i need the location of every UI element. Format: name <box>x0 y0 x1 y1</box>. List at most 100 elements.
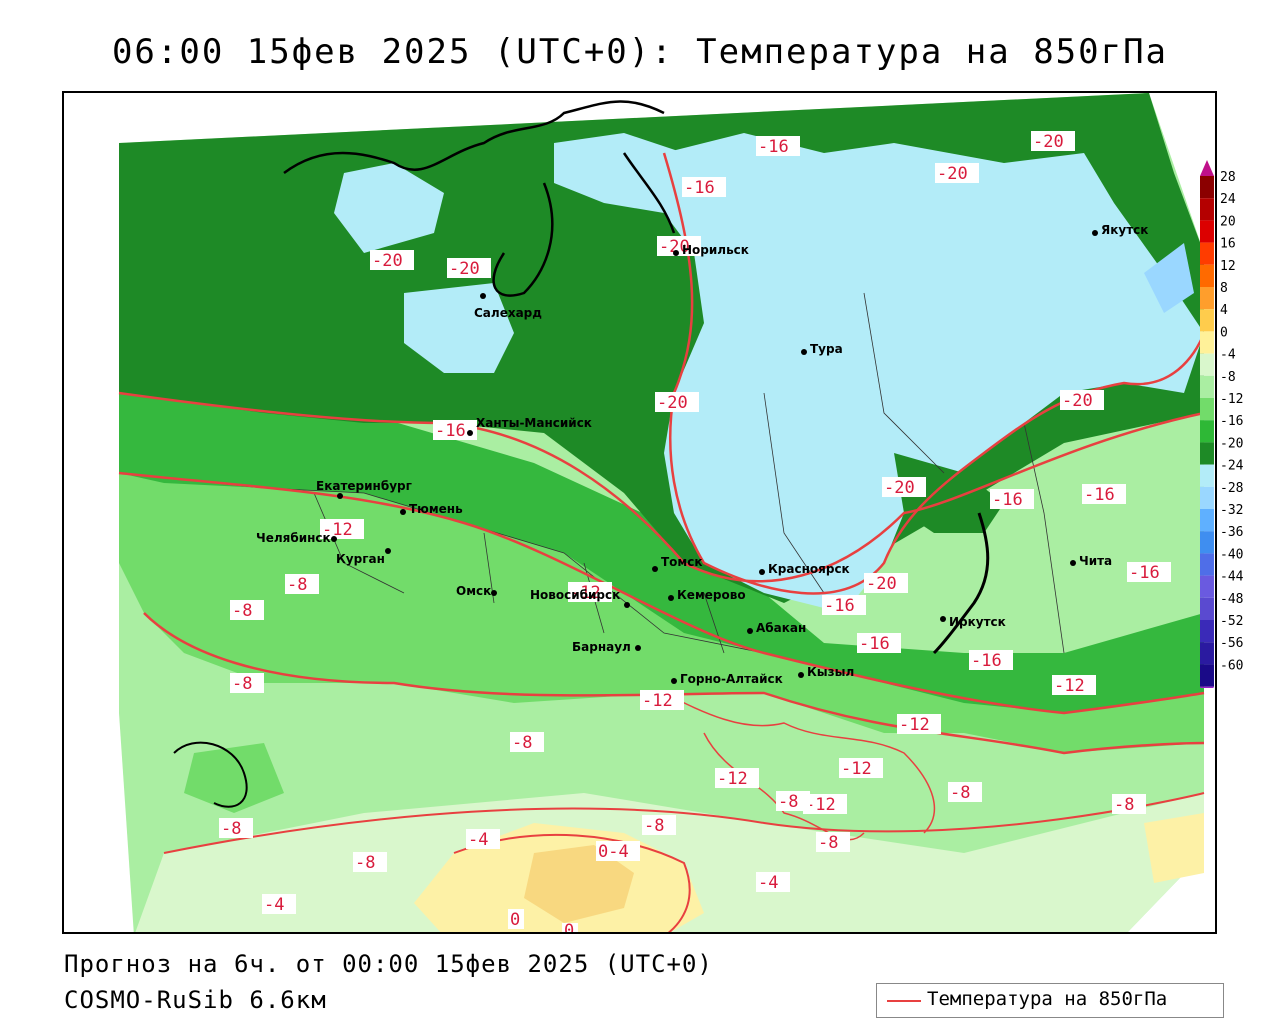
isotherm-label: -20 <box>864 573 908 594</box>
city-tura[interactable]: Тура <box>801 342 843 356</box>
scale-swatch <box>1200 353 1214 376</box>
scale-top-arrow <box>1200 160 1214 176</box>
band-minus20-minus24-main <box>664 133 1204 613</box>
city-khanty-mansiysk[interactable]: Ханты-Мансийск <box>467 416 592 436</box>
city-barnaul[interactable]: Барнаул <box>572 640 641 654</box>
city-novosibirsk[interactable]: Новосибирск <box>530 588 630 608</box>
svg-text:-16: -16 <box>824 596 855 616</box>
scale-tick-label: 8 <box>1220 281 1228 296</box>
isotherm-label: -16 <box>1082 484 1126 505</box>
svg-text:-12: -12 <box>841 759 872 779</box>
city-tomsk[interactable]: Томск <box>652 555 703 572</box>
scale-swatch <box>1200 420 1214 443</box>
scale-swatch <box>1200 242 1214 265</box>
legend-line-swatch <box>887 1000 921 1002</box>
svg-text:-8: -8 <box>644 816 664 836</box>
legend-label: Температура на 850гПа <box>927 988 1168 1010</box>
svg-text:-4: -4 <box>468 830 488 850</box>
city-chelyabinsk[interactable]: Челябинск <box>256 531 337 545</box>
city-chita[interactable]: Чита <box>1070 554 1112 568</box>
scale-tick-label: -4 <box>1220 348 1236 363</box>
scale-tick-label: 0 <box>1220 325 1228 340</box>
svg-text:Тюмень: Тюмень <box>409 502 463 516</box>
coastline <box>283 100 676 297</box>
isotherm-0 <box>453 833 691 932</box>
city-abakan[interactable]: Абакан <box>747 621 806 635</box>
svg-text:-12: -12 <box>899 715 930 735</box>
svg-text:-16: -16 <box>684 178 715 198</box>
city-krasnoyarsk[interactable]: Красноярск <box>759 562 850 576</box>
isotherm-minus8 <box>143 612 1205 755</box>
scale-swatch <box>1200 442 1214 465</box>
isotherm-label: -20 <box>447 258 491 279</box>
isotherm-label: -20 <box>655 392 699 413</box>
isotherm-label: 0 <box>562 921 578 932</box>
scale-tick-label: -36 <box>1220 525 1243 540</box>
svg-text:-8: -8 <box>950 783 970 803</box>
svg-text:-12: -12 <box>642 691 673 711</box>
isotherm-label: -16 <box>756 136 800 157</box>
isotherm-minus16-north <box>118 391 1205 583</box>
color-scale-bar: 28 24 20 16 12 8 4 0 -4 -8 -12 -16 -20 -24 -28 -32 -36 -4… <box>1200 160 1244 703</box>
svg-text:Иркутск: Иркутск <box>949 615 1006 629</box>
city-markers: Якутск Норильск Салехард Тура Ханты-Манс… <box>256 223 1148 686</box>
scale-swatch <box>1200 198 1214 221</box>
scale-tick-label: 28 <box>1220 170 1236 185</box>
scale-tick-label: -48 <box>1220 592 1243 607</box>
city-kemerovo[interactable]: Кемерово <box>668 588 746 602</box>
isotherm-label: -8 <box>948 782 982 803</box>
scale-tick-label: -44 <box>1220 570 1244 585</box>
isotherm-label: -16 <box>433 420 477 441</box>
scale-tick-label: -32 <box>1220 503 1243 518</box>
city-ekaterinburg[interactable]: Екатеринбург <box>316 479 412 499</box>
band-minus12-minus16 <box>119 393 1204 713</box>
city-omsk[interactable]: Омск <box>456 584 497 598</box>
city-kurgan[interactable]: Курган <box>336 548 391 566</box>
city-yakutsk[interactable]: Якутск <box>1092 223 1148 237</box>
isotherm-label: -16 <box>857 633 901 654</box>
scale-swatch <box>1200 642 1214 665</box>
isotherm-label: -16 <box>969 650 1013 671</box>
isotherm-label: -12 <box>839 758 883 779</box>
scale-tick-label: -20 <box>1220 436 1243 451</box>
scale-swatch <box>1200 287 1214 310</box>
svg-text:Барнаул: Барнаул <box>572 640 631 654</box>
city-tyumen[interactable]: Тюмень <box>400 502 463 516</box>
isotherm-label: -12 <box>1052 675 1096 696</box>
svg-text:-4: -4 <box>264 895 284 915</box>
band-warm-east <box>1144 813 1204 883</box>
svg-text:Кызыл: Кызыл <box>807 665 854 679</box>
svg-text:Салехард: Салехард <box>474 306 542 320</box>
svg-text:Челябинск: Челябинск <box>256 531 331 545</box>
isotherm-label: 0-4 <box>596 841 640 862</box>
svg-text:-20: -20 <box>449 259 480 279</box>
scale-swatch <box>1200 531 1214 554</box>
scale-swatch <box>1200 375 1214 398</box>
isotherm-label: -20 <box>370 250 414 271</box>
band-minus20-yamal <box>334 163 444 253</box>
city-irkutsk[interactable]: Иркутск <box>940 615 1006 629</box>
scale-tick-label: -24 <box>1220 459 1244 474</box>
svg-text:Норильск: Норильск <box>682 243 749 257</box>
band-minus20-salekhard <box>404 283 514 373</box>
city-gorno-altaysk[interactable]: Горно-Алтайск <box>671 672 783 686</box>
map-panel[interactable]: -16 -20 -16 -20 -20 -20 -20 -20 -16 -20 … <box>62 91 1217 934</box>
svg-text:-16: -16 <box>435 421 466 441</box>
isotherm-label: -4 <box>756 872 790 893</box>
svg-text:-20: -20 <box>372 251 403 271</box>
svg-text:-20: -20 <box>1062 391 1093 411</box>
isotherm-label: -8 <box>285 574 319 595</box>
svg-text:-4: -4 <box>758 873 778 893</box>
city-salekhard[interactable]: Салехард <box>474 293 542 320</box>
svg-text:-20: -20 <box>884 478 915 498</box>
scale-tick-label: 24 <box>1220 192 1236 207</box>
band-warm-4-8 <box>524 845 634 923</box>
scale-tick-label: -12 <box>1220 392 1243 407</box>
isotherm-label: -12 <box>568 582 612 603</box>
svg-text:Екатеринбург: Екатеринбург <box>316 479 412 493</box>
city-norilsk[interactable]: Норильск <box>673 243 749 257</box>
isotherm-label: -20 <box>882 477 926 498</box>
model-caption: COSMO-RuSib 6.6км <box>64 986 327 1014</box>
city-kyzyl[interactable]: Кызыл <box>798 665 854 679</box>
scale-swatch <box>1200 309 1214 332</box>
